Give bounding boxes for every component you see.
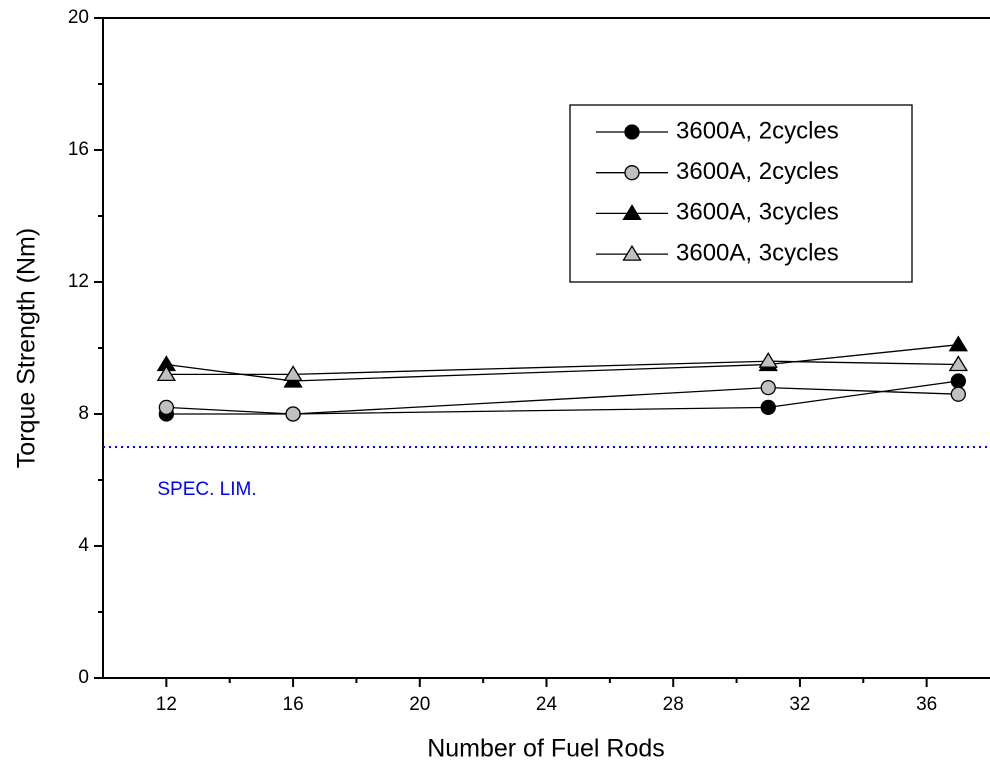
x-tick-label: 20 [409, 694, 430, 715]
y-tick-label: 4 [78, 535, 89, 556]
data-point [950, 373, 966, 389]
legend-marker [624, 165, 640, 181]
x-tick-label: 32 [789, 694, 810, 715]
y-tick-label: 0 [78, 667, 89, 688]
y-tick-label: 8 [78, 403, 89, 424]
legend-marker [622, 244, 642, 261]
y-tick-label: 16 [68, 139, 89, 160]
x-tick-label: 16 [283, 694, 304, 715]
series-line [166, 380, 959, 415]
series-line [166, 344, 959, 382]
data-point [156, 365, 177, 382]
x-tick-label: 28 [663, 694, 684, 715]
legend-marker [622, 204, 642, 221]
x-tick-label: 24 [536, 694, 558, 715]
data-point [950, 386, 966, 402]
x-axis-label: Number of Fuel Rods [427, 735, 665, 763]
y-axis-label: Torque Strength (Nm) [13, 228, 41, 468]
y-tick-label: 20 [68, 7, 89, 28]
data-point [948, 355, 968, 372]
legend-label: 3600A, 3cycles [676, 239, 839, 266]
legend-label: 3600A, 2cycles [676, 117, 839, 144]
legend-marker [624, 124, 640, 140]
data-point [758, 351, 778, 368]
data-point [948, 335, 968, 352]
series-line [166, 386, 959, 415]
x-tick-label: 36 [916, 694, 937, 715]
x-tick-label: 12 [156, 694, 177, 715]
spec-limit-label: SPEC. LIM. [157, 479, 256, 500]
data-point [760, 399, 776, 416]
data-point [283, 365, 303, 382]
legend-label: 3600A, 2cycles [676, 158, 839, 185]
data-point [158, 399, 175, 416]
y-tick-label: 12 [68, 271, 89, 292]
data-point [285, 406, 301, 422]
data-point [760, 379, 776, 396]
series-line [166, 360, 959, 376]
legend-label: 3600A, 3cycles [676, 199, 839, 226]
